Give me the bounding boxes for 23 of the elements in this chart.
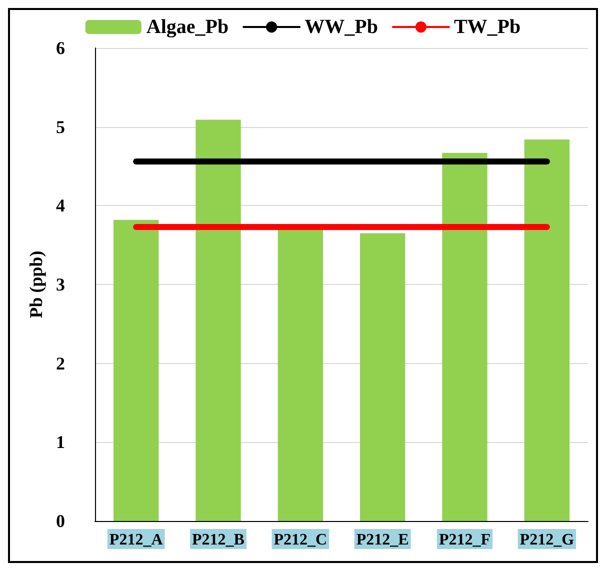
bar xyxy=(278,229,324,521)
bar xyxy=(442,152,488,521)
x-tick-label: P212_B xyxy=(192,532,245,548)
bar xyxy=(360,233,406,521)
legend-label: WW_Pb xyxy=(304,16,378,38)
legend-label: TW_Pb xyxy=(454,16,521,38)
x-tick-label: P212_C xyxy=(274,532,328,548)
y-axis-title: Pb (ppb) xyxy=(26,250,46,318)
bar xyxy=(113,220,159,521)
y-tick-label: 0 xyxy=(56,511,65,531)
bar xyxy=(196,120,241,521)
x-tick-label: P212_F xyxy=(438,532,491,548)
bar xyxy=(524,139,570,521)
legend-label: Algae_Pb xyxy=(146,16,229,38)
y-tick-label: 6 xyxy=(56,38,65,58)
y-tick-label: 1 xyxy=(56,432,65,452)
x-tick-label: P212_A xyxy=(109,532,164,548)
y-tick-label: 5 xyxy=(56,116,65,137)
y-tick-label: 3 xyxy=(56,274,65,294)
y-tick-label: 2 xyxy=(56,353,65,374)
y-tick-label: 4 xyxy=(56,196,65,216)
x-tick-label: P212_E xyxy=(356,532,409,548)
x-tick-label: P212_G xyxy=(520,532,575,548)
